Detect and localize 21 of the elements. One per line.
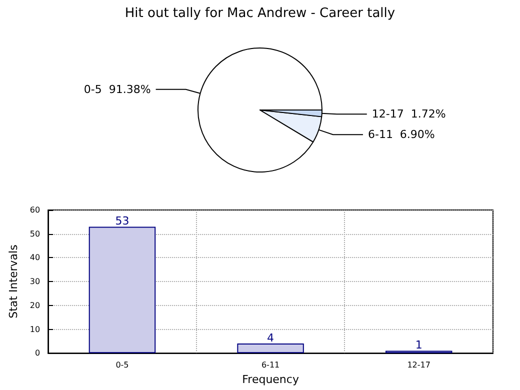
data-label: 4 (267, 332, 274, 345)
slice-label: 6-11 6.90% (368, 128, 435, 142)
slice-label: 0-5 91.38% (84, 82, 151, 96)
x-axis-title: Frequency (242, 373, 300, 386)
slice-label: 12-17 1.72% (372, 108, 446, 121)
y-tick-label: 60 (30, 206, 40, 214)
chart-title: Hit out tally for Mac Andrew - Career tally (124, 6, 396, 21)
bar (237, 344, 304, 354)
bar (88, 226, 156, 354)
y-tick-label: 50 (30, 229, 40, 238)
y-tick-label: 40 (30, 253, 40, 262)
y-axis-title: Stat Intervals (7, 244, 20, 318)
data-label: 53 (115, 214, 130, 228)
x-tick-label: 0-5 (116, 360, 129, 370)
data-label: 1 (415, 338, 422, 352)
y-tick-label: 10 (30, 324, 40, 334)
x-tick-label: 12-17 (407, 360, 430, 370)
x-tick-label: 6-11 (261, 360, 280, 370)
y-tick-label: 20 (30, 300, 40, 310)
y-tick-label: 30 (30, 277, 40, 286)
y-tick-label: 0 (34, 348, 40, 358)
